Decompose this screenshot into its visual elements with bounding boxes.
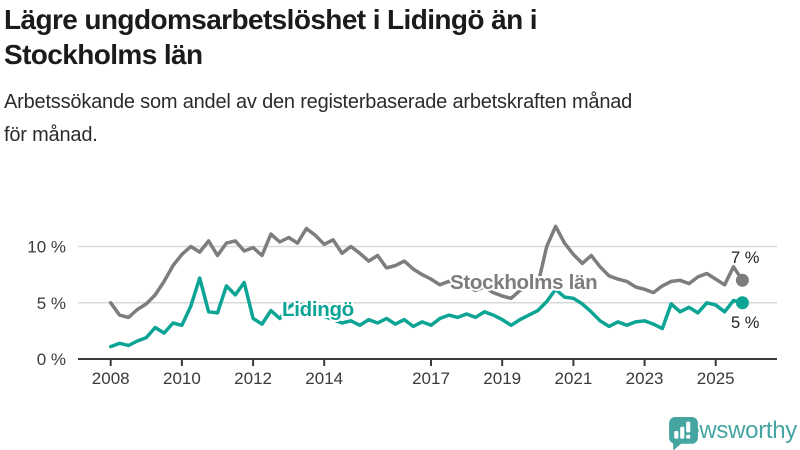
x-tick-label-2025: 2025 bbox=[697, 369, 735, 388]
page-subtitle: Arbetssökande som andel av den registerb… bbox=[4, 86, 632, 152]
subtitle-line-1: Arbetssökande som andel av den registerb… bbox=[4, 91, 633, 113]
exclamation-icon bbox=[686, 421, 691, 439]
subtitle-line-2: för månad. bbox=[4, 124, 98, 146]
header: Lägre ungdomsarbetslöshet i Lidingö än i… bbox=[4, 2, 632, 152]
series-end-dot-stockholms-l-n bbox=[735, 273, 749, 287]
bar-chart-icon bbox=[674, 426, 685, 439]
x-tick-label-2023: 2023 bbox=[626, 369, 664, 388]
series-line-liding bbox=[108, 276, 745, 349]
series-line-stockholms-l-n bbox=[108, 224, 745, 320]
y-tick-label-0-pct: 0 % bbox=[37, 350, 66, 369]
y-tick-label-5-pct: 5 % bbox=[37, 294, 66, 313]
x-tick-label-2021: 2021 bbox=[554, 369, 592, 388]
newsworthy-logo-icon bbox=[669, 417, 699, 450]
title-line-1: Lägre ungdomsarbetslöshet i Lidingö än i bbox=[4, 4, 538, 35]
newsworthy-logo[interactable]: Newsworthy bbox=[669, 417, 797, 450]
x-tick-label-2014: 2014 bbox=[305, 369, 343, 388]
x-tick-label-2017: 2017 bbox=[412, 369, 450, 388]
x-tick-label-2010: 2010 bbox=[163, 369, 201, 388]
y-tick-label-10-pct: 10 % bbox=[27, 238, 66, 257]
x-tick-label-2008: 2008 bbox=[92, 369, 130, 388]
x-tick-label-2019: 2019 bbox=[483, 369, 521, 388]
series-end-value-stockholms-l-n: 7 % bbox=[731, 249, 760, 267]
page-title: Lägre ungdomsarbetslöshet i Lidingö än i… bbox=[4, 2, 632, 72]
series-end-dot-liding bbox=[735, 296, 749, 310]
series-label-liding: Lidingö bbox=[282, 298, 354, 321]
series-label-stockholms-l-n: Stockholms län bbox=[450, 271, 597, 294]
series-end-value-liding: 5 % bbox=[731, 314, 760, 332]
x-tick-label-2012: 2012 bbox=[234, 369, 272, 388]
title-line-2: Stockholms län bbox=[4, 39, 203, 70]
